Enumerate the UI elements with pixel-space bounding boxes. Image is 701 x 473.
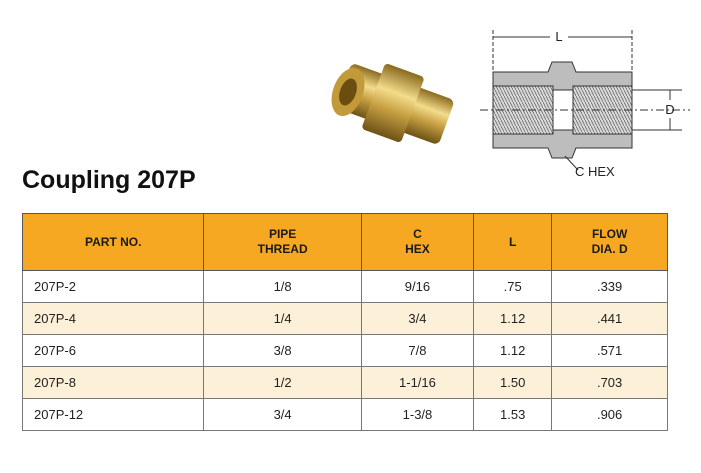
table-row: 207P-6 3/8 7/8 1.12.571 [21,334,668,367]
table-cell: 1.50 [473,366,553,399]
cross-section-diagram [480,30,690,171]
table-cell: 9/16 [360,270,475,303]
table-cell: 3/4 [203,398,362,431]
table-row: 207P-8 1/2 1-1/16 1.50.703 [21,366,668,399]
table-cell: 1/8 [203,270,362,303]
length-label: L [555,29,562,44]
product-photo [331,64,454,144]
table-cell: .571 [551,334,668,367]
table-cell: 207P-6 [21,334,205,367]
column-header: C HEX [360,213,475,271]
table-cell: 207P-2 [21,270,205,303]
table-cell: 7/8 [360,334,475,367]
table-cell: 1.53 [473,398,553,431]
table-cell: 207P-8 [21,366,205,399]
column-header: PART NO. [21,213,205,271]
table-cell: 1-1/16 [360,366,475,399]
table-row: 207P-2 1/8 9/16.75.339 [21,270,668,303]
table-cell: 1/4 [203,302,362,335]
column-header: FLOW DIA. D [551,213,668,271]
table-cell: 207P-12 [21,398,205,431]
table-cell: .703 [551,366,668,399]
header-row: PART NO. PIPE THREAD C HEX L FLOW DIA. D [21,213,668,271]
title: Coupling 207P [22,166,196,194]
table-cell: .906 [551,398,668,431]
table-cell: 1.12 [473,302,553,335]
hex-label: C HEX [575,164,615,179]
table-cell: 1/2 [203,366,362,399]
table-cell: .75 [473,270,553,303]
table-row: 207P-12 3/4 1-3/8 1.53.906 [21,398,668,431]
spec-table: PART NO. PIPE THREAD C HEX L FLOW DIA. D 207… [21,213,668,431]
table-cell: 207P-4 [21,302,205,335]
column-header: PIPE THREAD [203,213,362,271]
table-cell: 3/4 [360,302,475,335]
table-cell: .441 [551,302,668,335]
table-row: 207P-4 1/4 3/4 1.12.441 [21,302,668,335]
table-cell: 1-3/8 [360,398,475,431]
table-cell: .339 [551,270,668,303]
diameter-label: D [665,102,674,117]
illustrations: L D C HEX [331,29,690,179]
table-cell: 1.12 [473,334,553,367]
table-cell: 3/8 [203,334,362,367]
column-header: L [473,213,553,271]
